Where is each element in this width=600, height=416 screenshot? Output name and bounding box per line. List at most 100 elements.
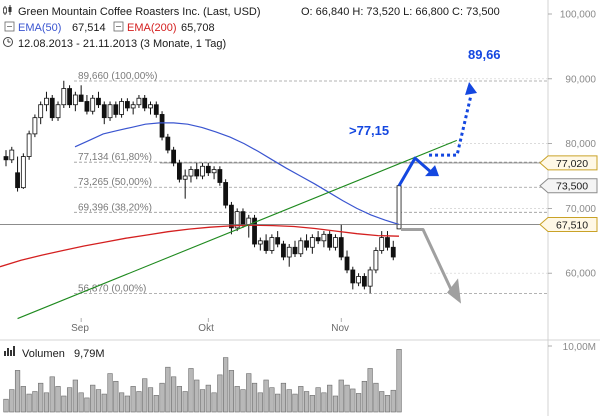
candle bbox=[223, 179, 229, 209]
candle bbox=[176, 159, 182, 183]
volume-bar bbox=[309, 395, 315, 413]
volume-bar bbox=[188, 368, 194, 413]
candle-body bbox=[298, 240, 304, 255]
y-axis-ticks: 100,000 90,000 80,000 70,000 60,000 bbox=[548, 10, 596, 280]
candle-body bbox=[26, 133, 32, 157]
candle bbox=[159, 111, 165, 141]
candle-body bbox=[321, 233, 327, 242]
volume-bar bbox=[38, 382, 44, 413]
volume-bar bbox=[298, 386, 304, 413]
candle-body bbox=[107, 104, 113, 119]
fib-label: 69,396 (38,20%) bbox=[78, 202, 152, 213]
candle bbox=[72, 91, 78, 112]
header: Green Mountain Coffee Roasters Inc. (Las… bbox=[3, 5, 500, 50]
candle bbox=[234, 208, 240, 232]
volume-bar bbox=[26, 393, 32, 413]
volume-bar bbox=[113, 380, 119, 413]
candle-body bbox=[165, 136, 171, 151]
volume-bar bbox=[194, 379, 200, 413]
volume-bar bbox=[367, 368, 373, 413]
candle-body bbox=[142, 97, 148, 109]
candle bbox=[136, 95, 142, 108]
volume-label: Volumen bbox=[22, 348, 65, 360]
downside-arrowhead bbox=[447, 278, 462, 304]
breakout-label: >77,15 bbox=[349, 123, 389, 138]
volume-bar bbox=[286, 389, 292, 413]
candle bbox=[315, 231, 321, 245]
volume-bar bbox=[101, 393, 107, 413]
candle bbox=[67, 85, 72, 108]
candle-body bbox=[113, 104, 119, 115]
volume-bar bbox=[373, 382, 379, 413]
ema200-label: EMA(200) bbox=[127, 22, 177, 34]
volume-bar bbox=[350, 388, 356, 413]
price-tag-box bbox=[539, 155, 598, 171]
fib-label: 56,870 (0,00%) bbox=[78, 283, 146, 294]
candle bbox=[96, 91, 101, 108]
candle bbox=[78, 85, 84, 102]
candle bbox=[275, 231, 281, 248]
candle-body bbox=[385, 237, 390, 248]
candle-body bbox=[217, 169, 223, 183]
volume-bar bbox=[217, 374, 223, 413]
candle-body bbox=[361, 276, 367, 287]
candle bbox=[252, 214, 257, 248]
candle bbox=[327, 231, 333, 251]
candle-body bbox=[49, 97, 55, 119]
volume-bar bbox=[327, 384, 333, 413]
candle bbox=[321, 231, 327, 248]
y-tick-label: 80,000 bbox=[565, 139, 596, 150]
volume-bar bbox=[9, 389, 15, 413]
candle bbox=[367, 266, 373, 294]
candle bbox=[257, 237, 263, 251]
candle-body bbox=[205, 165, 211, 174]
volume-bar bbox=[119, 392, 125, 413]
volume-bar bbox=[211, 392, 217, 413]
candle bbox=[269, 234, 275, 254]
candles bbox=[3, 80, 402, 294]
candle-body bbox=[90, 97, 96, 112]
candle bbox=[309, 234, 315, 254]
price-tag-box bbox=[539, 178, 598, 194]
candle bbox=[9, 146, 15, 164]
price-tag: 67,510 bbox=[539, 217, 598, 233]
candle-body bbox=[119, 101, 124, 115]
candle-body bbox=[269, 237, 275, 251]
candle-body bbox=[327, 233, 333, 248]
ohlc-readout: O: 66,840 H: 73,520 L: 66,800 C: 73,500 bbox=[301, 6, 500, 18]
breakout-arrow bbox=[397, 156, 433, 187]
candle bbox=[338, 224, 344, 261]
y-tick-label: 70,000 bbox=[565, 204, 596, 215]
candle-body bbox=[194, 169, 200, 177]
volume-bar bbox=[269, 387, 275, 413]
y-tick-label: 90,000 bbox=[565, 74, 596, 85]
candle bbox=[15, 156, 20, 192]
candle-body bbox=[344, 256, 350, 271]
candle bbox=[286, 244, 292, 267]
volume-bar bbox=[136, 391, 142, 413]
volume-bar bbox=[84, 397, 90, 413]
candle-body bbox=[15, 172, 20, 189]
candle bbox=[361, 273, 367, 290]
candle-body bbox=[240, 211, 246, 225]
y-tick-label: 100,000 bbox=[560, 10, 597, 21]
candle-body bbox=[96, 97, 101, 106]
candle-body bbox=[38, 104, 44, 119]
fib-label: 77,134 (61,80%) bbox=[78, 152, 152, 163]
volume-bar bbox=[3, 398, 9, 413]
price-tag: 73,500 bbox=[539, 178, 598, 194]
x-axis-ticks: Sep Okt Nov bbox=[71, 318, 349, 334]
candle bbox=[84, 95, 90, 115]
ema50-line bbox=[74, 122, 400, 226]
volume-bar bbox=[176, 386, 183, 413]
candle-body bbox=[338, 237, 344, 258]
candle-body bbox=[72, 94, 78, 106]
volume-bar bbox=[153, 395, 159, 413]
volume-bar bbox=[303, 391, 310, 413]
candle bbox=[3, 150, 9, 167]
candle-body bbox=[292, 246, 298, 255]
trend-line bbox=[17, 139, 458, 320]
volume-bars: 10,00M bbox=[3, 342, 596, 413]
volume-bar bbox=[275, 393, 281, 413]
candle-body bbox=[84, 101, 90, 112]
